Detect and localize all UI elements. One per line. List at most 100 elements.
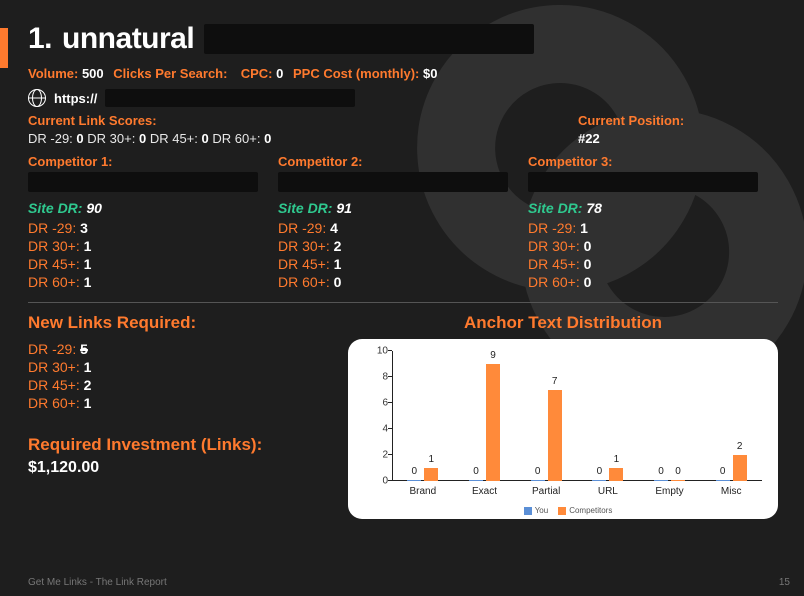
competitor-column: Competitor 3:Site DR: 78DR -29: 1DR 30+:…	[528, 154, 778, 292]
legend-label: Competitors	[569, 506, 612, 515]
volume-label: Volume:	[28, 66, 78, 81]
ppc-value: $0	[423, 66, 437, 81]
bar: 0	[592, 480, 606, 481]
bar: 0	[531, 480, 545, 481]
new-links-line: DR 30+: 1	[28, 359, 328, 375]
bar-group: 00	[639, 351, 701, 481]
separator	[28, 302, 778, 303]
chart-category: 00Empty	[639, 351, 701, 481]
bar-value: 0	[597, 466, 603, 477]
site-dr: Site DR: 91	[278, 200, 516, 216]
site-dr: Site DR: 90	[28, 200, 266, 216]
competitor-heading: Competitor 1:	[28, 154, 266, 169]
ls-v-3: 0	[264, 131, 271, 146]
chart-category: 07Partial	[515, 351, 577, 481]
chart-legend: YouCompetitors	[348, 506, 778, 515]
chart-categories: 01Brand09Exact07Partial01URL00Empty02Mis…	[392, 351, 762, 481]
bottom-wrap: New Links Required: DR -29: 5DR 30+: 1DR…	[28, 313, 778, 519]
dr-line: DR -29: 1	[528, 220, 766, 236]
chart-plot: 024681001Brand09Exact07Partial01URL00Emp…	[392, 351, 762, 481]
footer-text: Get Me Links - The Link Report	[28, 577, 167, 588]
competitor-redaction	[28, 172, 258, 192]
category-label: Partial	[515, 486, 577, 497]
site-dr: Site DR: 78	[528, 200, 766, 216]
bar-group: 02	[700, 351, 762, 481]
bar: 0	[716, 480, 730, 481]
bar-value: 0	[473, 466, 479, 477]
new-links-heading: New Links Required:	[28, 313, 328, 333]
ytick-label: 4	[368, 424, 388, 435]
category-label: Misc	[700, 486, 762, 497]
scores-wrap: Current Link Scores: DR -29: 0 DR 30+: 0…	[28, 113, 778, 146]
bar-value: 0	[720, 466, 726, 477]
current-position: Current Position: #22	[578, 113, 778, 146]
bar: 1	[609, 468, 623, 481]
link-scores-line: DR -29: 0 DR 30+: 0 DR 45+: 0 DR 60+: 0	[28, 131, 271, 146]
dr-line: DR 60+: 0	[278, 274, 516, 290]
bar-value: 0	[658, 466, 664, 477]
chart-title: Anchor Text Distribution	[348, 313, 778, 333]
bar-value: 7	[552, 376, 558, 387]
competitor-column: Competitor 1: Site DR: 90 DR -29: 3 DR 30+:…	[28, 154, 278, 292]
ytick-label: 2	[368, 450, 388, 461]
volume-value: 500	[82, 66, 104, 81]
cpc-label: CPC:	[241, 66, 273, 81]
chart-category: 02Misc	[700, 351, 762, 481]
ytick-label: 6	[368, 398, 388, 409]
meta-row: Volume: 500 Clicks Per Search: CPC: 0 PP…	[28, 66, 778, 81]
competitor-heading: Competitor 2:	[278, 154, 516, 169]
dr-line: DR -29: 3	[28, 220, 266, 236]
bar-group: 07	[515, 351, 577, 481]
investment-heading: Required Investment (Links):	[28, 435, 328, 455]
ytick-label: 8	[368, 372, 388, 383]
chart-category: 01URL	[577, 351, 639, 481]
title-row: 1. unnatural	[28, 22, 778, 56]
bar: 2	[733, 455, 747, 481]
globe-icon	[28, 89, 46, 107]
new-links-block: New Links Required: DR -29: 5DR 30+: 1DR…	[28, 313, 328, 519]
bar-value: 2	[737, 441, 743, 452]
competitor-column: Competitor 2:Site DR: 91DR -29: 4DR 30+:…	[278, 154, 528, 292]
bar: 9	[486, 364, 500, 481]
bar: 0	[654, 480, 668, 481]
category-label: Brand	[392, 486, 454, 497]
dr-line: DR 30+: 1	[28, 238, 266, 254]
ppc-label: PPC Cost (monthly):	[293, 66, 419, 81]
page-content: 1. unnatural Volume: 500 Clicks Per Sear…	[28, 22, 778, 519]
bar-value: 0	[675, 466, 681, 477]
competitors-grid: Competitor 1: Site DR: 90 DR -29: 3 DR 30+:…	[28, 154, 778, 292]
bar-value: 0	[535, 466, 541, 477]
ls-k-2: DR 45+:	[150, 131, 198, 146]
chart-box: 024681001Brand09Exact07Partial01URL00Emp…	[348, 339, 778, 519]
bar-value: 0	[412, 466, 418, 477]
category-label: Empty	[639, 486, 701, 497]
url-row: https://	[28, 89, 778, 107]
dr-line: DR 30+: 2	[278, 238, 516, 254]
investment-value: $1,120.00	[28, 459, 328, 477]
title-number: 1.	[28, 22, 52, 56]
competitor-heading: Competitor 3:	[528, 154, 766, 169]
bar: 0	[671, 480, 685, 481]
category-label: Exact	[454, 486, 516, 497]
bar: 1	[424, 468, 438, 481]
bar-group: 01	[392, 351, 454, 481]
current-position-value: #22	[578, 131, 778, 146]
current-position-heading: Current Position:	[578, 113, 778, 128]
ls-v-0: 0	[76, 131, 83, 146]
bar-value: 1	[614, 454, 620, 465]
bar: 0	[407, 480, 421, 481]
url-redaction	[105, 89, 355, 107]
ls-k-3: DR 60+:	[212, 131, 260, 146]
page-number: 15	[779, 577, 790, 588]
link-scores-heading: Current Link Scores:	[28, 113, 271, 128]
chart-area: Anchor Text Distribution 024681001Brand0…	[348, 313, 778, 519]
accent-bar	[0, 28, 8, 68]
new-links-line: DR 45+: 2	[28, 377, 328, 393]
ytick-label: 10	[368, 346, 388, 357]
url-prefix: https://	[54, 91, 97, 106]
competitor-redaction	[278, 172, 508, 192]
dr-line: DR 45+: 1	[28, 256, 266, 272]
bar: 7	[548, 390, 562, 481]
title-keyword: unnatural	[62, 22, 194, 56]
ls-k-0: DR -29:	[28, 131, 73, 146]
